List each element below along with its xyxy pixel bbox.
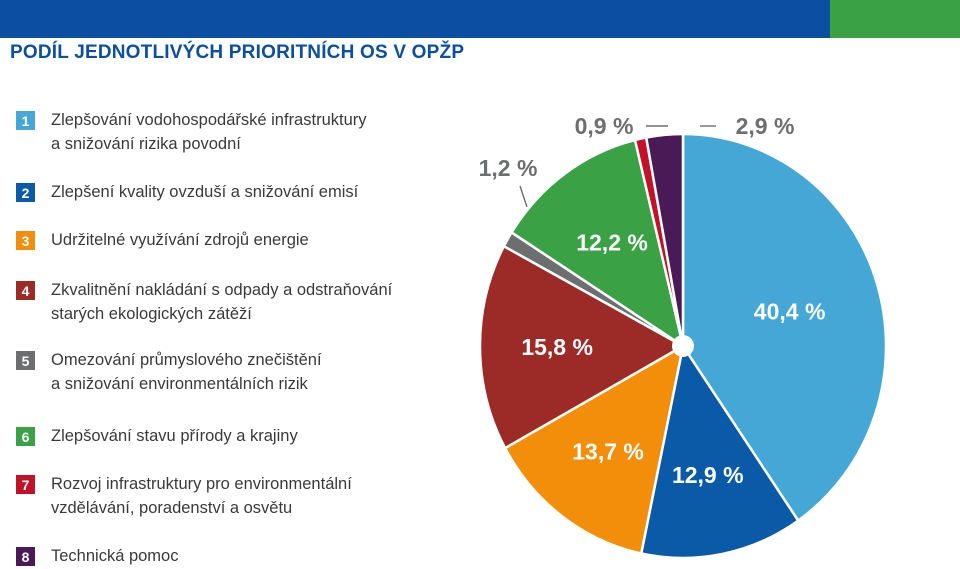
legend-number-badge: 6: [16, 427, 35, 446]
chart-title: PODÍL JEDNOTLIVÝCH PRIORITNÍCH OS V OPŽP: [10, 42, 465, 63]
legend-text: Technická pomoc: [51, 544, 178, 568]
legend-text-line-1: Zlepšení kvality ovzduší a snižování emi…: [51, 183, 359, 201]
slice-label-4: 15,8 %: [521, 334, 593, 360]
pie-slice-3: [503, 344, 685, 555]
legend-item-1: 1 Zlepšování vodohospodářské infrastruktu…: [16, 108, 367, 156]
legend-text: Zkvalitnění nakládání s odpady a odstraň…: [51, 278, 392, 326]
legend-number-badge: 2: [16, 183, 35, 202]
legend-text: Zlepšování vodohospodářské infrastruktur…: [51, 108, 367, 156]
legend-text-line-1: Zkvalitnění nakládání s odpady a odstraň…: [51, 281, 393, 299]
legend-text-line-1: Udržitelné využívání zdrojů energie: [51, 231, 309, 249]
legend-number-badge: 1: [16, 111, 35, 130]
pie-center-dot: [672, 335, 694, 357]
slice-label-6: 12,2 %: [576, 230, 648, 256]
legend-text-line-1: Omezování průmyslového znečištění: [51, 351, 322, 369]
legend-text: Omezování průmyslového znečištění a snižo…: [51, 348, 322, 396]
legend-item-8: 8 Technická pomoc: [16, 544, 178, 568]
legend-text-line-1: Rozvoj infrastruktury pro environmentáln…: [51, 475, 352, 493]
legend-text-line-1: Zlepšování stavu přírody a krajiny: [51, 427, 298, 445]
slice-label-8: 2,9 %: [736, 113, 795, 139]
slice-label-3: 13,7 %: [572, 439, 644, 465]
legend-item-7: 7 Rozvoj infrastruktury pro environmentál…: [16, 472, 352, 520]
legend-number-badge: 5: [16, 351, 35, 370]
leader-line-5: [519, 185, 528, 208]
legend-text-line-2: a snižování environmentálních rizik: [51, 375, 308, 393]
legend-text-line-2: vzdělávání, poradenství a osvětu: [51, 499, 293, 517]
legend-text: Zlepšení kvality ovzduší a snižování emi…: [51, 180, 358, 204]
legend-item-2: 2 Zlepšení kvality ovzduší a snižování em…: [16, 180, 358, 204]
slice-label-5: 1,2 %: [479, 155, 538, 181]
legend-text: Rozvoj infrastruktury pro environmentáln…: [51, 472, 352, 520]
pie-slice-4: [478, 244, 685, 450]
legend-item-5: 5 Omezování průmyslového znečištění a sniž…: [16, 348, 322, 396]
legend-item-4: 4 Zkvalitnění nakládání s odpady a odstra…: [16, 278, 392, 326]
pie-slice-6: [510, 138, 685, 348]
pie-slice-1: [681, 132, 888, 522]
legend-text-line-1: Zlepšování vodohospodářské infrastruktur…: [51, 111, 367, 129]
slice-label-7: 0,9 %: [575, 113, 634, 139]
legend-text-line-2: a snižování rizika povodní: [51, 135, 241, 153]
legend-text: Udržitelné využívání zdrojů energie: [51, 228, 309, 252]
slice-label-1: 40,4 %: [754, 298, 826, 324]
legend-number-badge: 3: [16, 231, 35, 250]
legend-text-line-2: starých ekologických zátěží: [51, 305, 252, 323]
legend-text-line-1: Technická pomoc: [51, 547, 179, 565]
pie-slice-2: [639, 344, 800, 560]
legend-number-badge: 8: [16, 547, 35, 566]
pie-slice-8: [644, 132, 685, 348]
legend-item-6: 6 Zlepšování stavu přírody a krajiny: [16, 424, 298, 448]
legend-text: Zlepšování stavu přírody a krajiny: [51, 424, 298, 448]
legend-item-3: 3 Udržitelné využívání zdrojů energie: [16, 228, 309, 252]
legend-number-badge: 4: [16, 281, 35, 300]
header-accent-bar: [830, 0, 960, 38]
header-bar: [0, 0, 830, 38]
legend-number-badge: 7: [16, 475, 35, 494]
slice-label-2: 12,9 %: [672, 462, 744, 488]
